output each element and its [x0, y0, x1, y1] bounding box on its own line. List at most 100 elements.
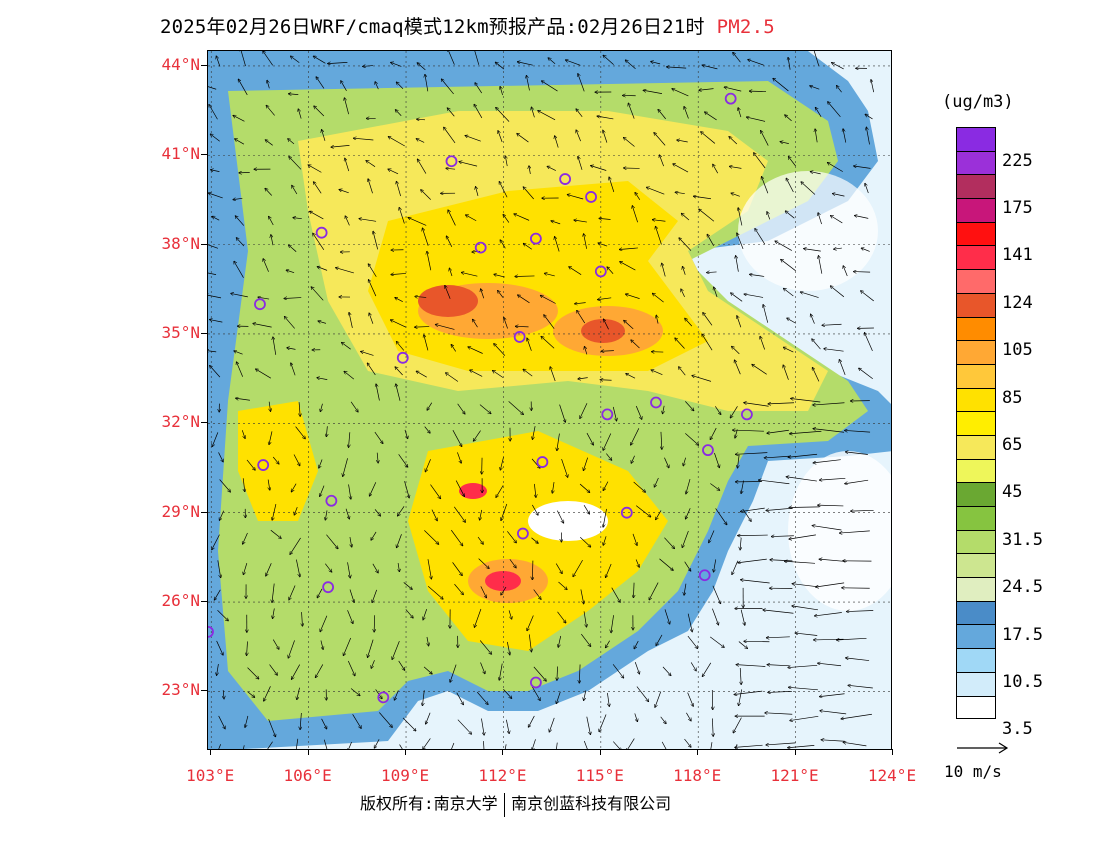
- latitude-tick: [201, 332, 207, 334]
- wind-vector: [286, 270, 295, 274]
- wind-vector: [399, 208, 405, 224]
- wind-vector: [342, 343, 351, 350]
- wind-vector: [317, 378, 328, 380]
- wind-vector: [738, 535, 768, 536]
- wind-vector: [647, 187, 665, 195]
- wind-vector: [659, 558, 673, 571]
- wind-vector: [391, 273, 406, 274]
- wind-vector: [451, 345, 456, 352]
- wind-vector: [768, 691, 792, 692]
- legend-unit: (ug/m3): [942, 92, 1014, 112]
- pm25-forecast-map: [207, 50, 892, 750]
- wind-vector: [444, 127, 456, 144]
- wind-vector: [421, 190, 431, 200]
- wind-vector: [311, 287, 324, 301]
- wind-vector: [347, 660, 355, 676]
- wind-vector: [632, 206, 638, 223]
- wind-vector: [735, 744, 763, 747]
- wind-vector: [734, 360, 741, 375]
- wind-vector: [247, 667, 259, 679]
- wind-vector: [818, 663, 842, 667]
- wind-vector: [238, 79, 248, 96]
- wind-vector: [812, 339, 821, 350]
- wind-vector: [388, 137, 405, 147]
- wind-vector: [373, 231, 379, 250]
- wind-vector: [775, 241, 792, 251]
- wind-vector: [783, 365, 789, 380]
- wind-vector: [344, 371, 355, 380]
- wind-vector: [746, 117, 766, 122]
- legend-color-swatch: [956, 292, 996, 317]
- wind-vector: [801, 182, 816, 195]
- wind-vector: [240, 51, 246, 67]
- wind-vector: [712, 585, 721, 604]
- wind-vector: [767, 212, 771, 220]
- wind-vector: [508, 401, 524, 414]
- wind-vector: [372, 563, 378, 573]
- wind-vector: [766, 637, 790, 638]
- wind-vector: [500, 240, 506, 249]
- wind-vector: [456, 692, 464, 705]
- copyright-separator: [503, 792, 506, 817]
- wind-vector: [271, 235, 274, 246]
- wind-vector: [218, 452, 224, 461]
- wind-vector: [586, 432, 593, 445]
- wind-vector: [474, 104, 483, 119]
- wind-vector: [655, 226, 662, 245]
- wind-vector: [709, 530, 715, 543]
- legend-value-label: 225: [1002, 150, 1033, 171]
- wind-vector: [243, 745, 245, 749]
- wind-vector: [272, 503, 277, 520]
- wind-vector: [820, 711, 847, 715]
- wind-vector: [361, 351, 374, 356]
- latitude-tick: [201, 64, 207, 66]
- wind-vector: [219, 479, 231, 491]
- wind-vector: [656, 315, 658, 324]
- wind-vector: [681, 289, 685, 298]
- wind-vector: [247, 641, 248, 655]
- city-station-marker: [620, 506, 633, 519]
- wind-vector: [476, 187, 479, 196]
- wind-vector: [710, 427, 717, 439]
- legend-value-label: 124: [1002, 292, 1033, 313]
- wind-vector: [812, 526, 842, 531]
- wind-vector: [843, 742, 867, 747]
- wind-vector: [760, 336, 765, 350]
- wind-vector: [375, 82, 379, 90]
- wind-vector: [208, 86, 217, 90]
- longitude-tick: [502, 749, 504, 755]
- legend-value-label: 45: [1002, 482, 1023, 503]
- wind-vector: [547, 166, 556, 171]
- wind-vectors: [208, 51, 875, 749]
- wind-vector: [549, 717, 555, 732]
- wind-vector: [480, 586, 487, 597]
- wind-vector: [754, 153, 766, 169]
- wind-vector: [729, 166, 742, 169]
- wind-vector: [643, 90, 663, 94]
- wind-vector: [266, 563, 272, 576]
- wind-vector: [750, 274, 765, 277]
- wind-vector: [632, 533, 637, 545]
- wind-vector: [845, 452, 868, 455]
- legend-color-swatch: [956, 174, 996, 199]
- legend-color-swatch: [956, 458, 996, 483]
- wind-vector: [598, 297, 612, 300]
- wind-vector: [663, 405, 665, 414]
- wind-vector: [417, 159, 427, 174]
- wind-vector: [374, 509, 380, 516]
- wind-vector: [435, 324, 455, 330]
- wind-vector: [528, 715, 535, 727]
- wind-vector: [450, 664, 457, 683]
- wind-vector: [449, 268, 453, 277]
- wind-vector: [603, 536, 607, 545]
- wind-vector: [559, 404, 566, 423]
- wind-vector: [679, 238, 692, 251]
- wind-vector: [533, 589, 541, 600]
- wind-vector: [496, 485, 504, 497]
- wind-vector: [651, 370, 663, 376]
- wind-vector: [470, 370, 483, 377]
- wind-vector: [788, 745, 815, 747]
- wind-vector: [658, 110, 666, 120]
- legend-color-swatch: [956, 269, 996, 293]
- wind-vector: [272, 456, 279, 464]
